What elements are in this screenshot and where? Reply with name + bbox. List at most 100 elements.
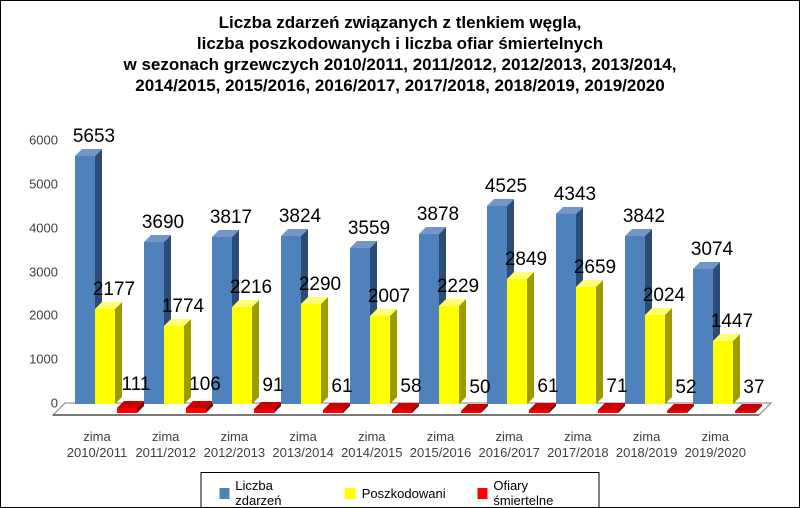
x-tick-label: zima 2015/2016	[410, 429, 471, 461]
legend-item-poszkodowani: Poszkodowani	[344, 486, 446, 501]
bar-poszkodowani	[439, 299, 466, 404]
bar-poszkodowani	[507, 272, 534, 404]
bar-ofiary	[117, 401, 144, 413]
bar-face	[281, 236, 301, 404]
bar-zdarzenia	[75, 149, 102, 404]
bar-poszkodowani	[95, 302, 122, 404]
legend-label-zdarzenia: Liczba zdarzeń	[235, 478, 282, 508]
y-tick-label: 5000	[29, 176, 58, 192]
bar-zdarzenia	[419, 227, 446, 404]
bar-face	[439, 306, 459, 404]
value-label: 61	[537, 376, 559, 397]
bar-poszkodowani	[576, 280, 603, 404]
bar-face	[487, 206, 507, 404]
x-tick-line1: zima	[151, 429, 180, 444]
bar-face	[665, 308, 672, 404]
legend-swatch-red-icon	[477, 487, 488, 499]
value-label: 2216	[229, 277, 273, 298]
chart-title-line-3: w sezonach grzewczych 2010/2011, 2011/20…	[123, 55, 677, 74]
x-tick-line1: zima	[701, 429, 730, 444]
value-label: 1447	[710, 311, 754, 332]
value-label: 106	[189, 374, 221, 395]
value-label: 2229	[436, 276, 480, 297]
chart-title: Liczba zdarzeń związanych z tlenkiem węg…	[1, 12, 799, 96]
value-label: 3824	[278, 206, 322, 227]
y-tick-label: 3000	[29, 264, 58, 279]
value-label: 3690	[141, 212, 185, 233]
y-tick-label: 0	[50, 395, 58, 411]
value-label: 3559	[347, 218, 391, 239]
bar-face	[596, 280, 603, 404]
bar-zdarzenia	[144, 235, 171, 404]
x-tick-label: zima 2018/2019	[616, 429, 677, 461]
bar-ofiary	[323, 403, 350, 413]
legend-swatch-blue-icon	[219, 487, 230, 499]
value-label: 37	[743, 377, 765, 398]
bar-face	[625, 236, 645, 404]
bar-face	[254, 409, 274, 413]
value-label: 3074	[690, 239, 734, 260]
bar-zdarzenia	[350, 241, 377, 404]
x-tick-line2: 2014/2015	[341, 445, 403, 460]
bar-face	[667, 411, 687, 413]
x-tick-label: zima 2016/2017	[478, 429, 539, 461]
bar-zdarzenia	[693, 262, 720, 404]
bar-face	[459, 299, 466, 404]
x-tick-line1: zima	[83, 429, 111, 444]
bar-face	[735, 411, 755, 413]
bar-zdarzenia	[487, 199, 514, 404]
value-label: 111	[121, 374, 151, 395]
bar-face	[95, 309, 115, 404]
value-label: 3842	[622, 206, 666, 227]
y-tick-label: 2000	[29, 307, 58, 323]
bar-poszkodowani	[370, 309, 397, 404]
bar-ofiary	[598, 403, 625, 413]
x-tick-line2: 2018/2019	[615, 445, 678, 460]
value-label: 2849	[504, 249, 548, 270]
bar-ofiary	[529, 403, 556, 413]
bar-face	[461, 411, 481, 413]
y-tick-label: 1000	[29, 351, 58, 367]
bar-poszkodowani	[301, 297, 328, 404]
x-tick-line1: zima	[220, 429, 249, 444]
x-tick-line2: 2012/2013	[203, 445, 266, 460]
x-tick-line2: 2011/2012	[135, 445, 196, 460]
bar-face	[323, 410, 343, 413]
x-tick-line2: 2015/2016	[409, 445, 472, 460]
x-tick-line1: zima	[426, 429, 455, 444]
value-label: 3878	[416, 204, 460, 225]
x-tick-line2: 2010/2011	[66, 445, 128, 460]
bar-face	[117, 408, 137, 413]
bar-poszkodowani	[164, 319, 191, 404]
value-label: 71	[606, 376, 628, 397]
legend-swatch-yellow-icon	[344, 487, 356, 499]
bar-face	[527, 272, 534, 404]
bar-poszkodowani	[232, 300, 259, 404]
bar-face	[164, 326, 184, 404]
value-label: 1774	[161, 296, 205, 317]
bar-face	[252, 300, 259, 404]
bar-face	[507, 279, 527, 404]
bar-face	[186, 408, 206, 413]
value-label: 2024	[642, 285, 686, 306]
bar-face	[713, 341, 733, 404]
value-label: 2177	[92, 279, 136, 300]
value-label: 91	[262, 375, 284, 396]
chart-title-line-4: 2014/2015, 2015/2016, 2016/2017, 2017/20…	[135, 76, 665, 95]
bar-face	[556, 214, 576, 404]
bar-face	[212, 237, 232, 404]
bar-face	[301, 304, 321, 404]
value-label: 2007	[367, 286, 411, 307]
bar-ofiary	[186, 401, 213, 413]
bar-zdarzenia	[212, 230, 239, 404]
x-tick-label: zima 2012/2013	[204, 429, 265, 461]
legend-item-zdarzenia: Liczba zdarzeń	[219, 478, 313, 508]
bar-ofiary	[461, 404, 488, 413]
bar-zdarzenia	[281, 229, 308, 404]
bar-face	[321, 297, 328, 404]
bar-ofiary	[392, 403, 419, 413]
x-tick-line2: 2016/2017	[478, 445, 540, 460]
bar-face	[392, 410, 412, 413]
x-tick-label: zima 2010/2011	[67, 429, 128, 461]
bar-face	[419, 234, 439, 404]
